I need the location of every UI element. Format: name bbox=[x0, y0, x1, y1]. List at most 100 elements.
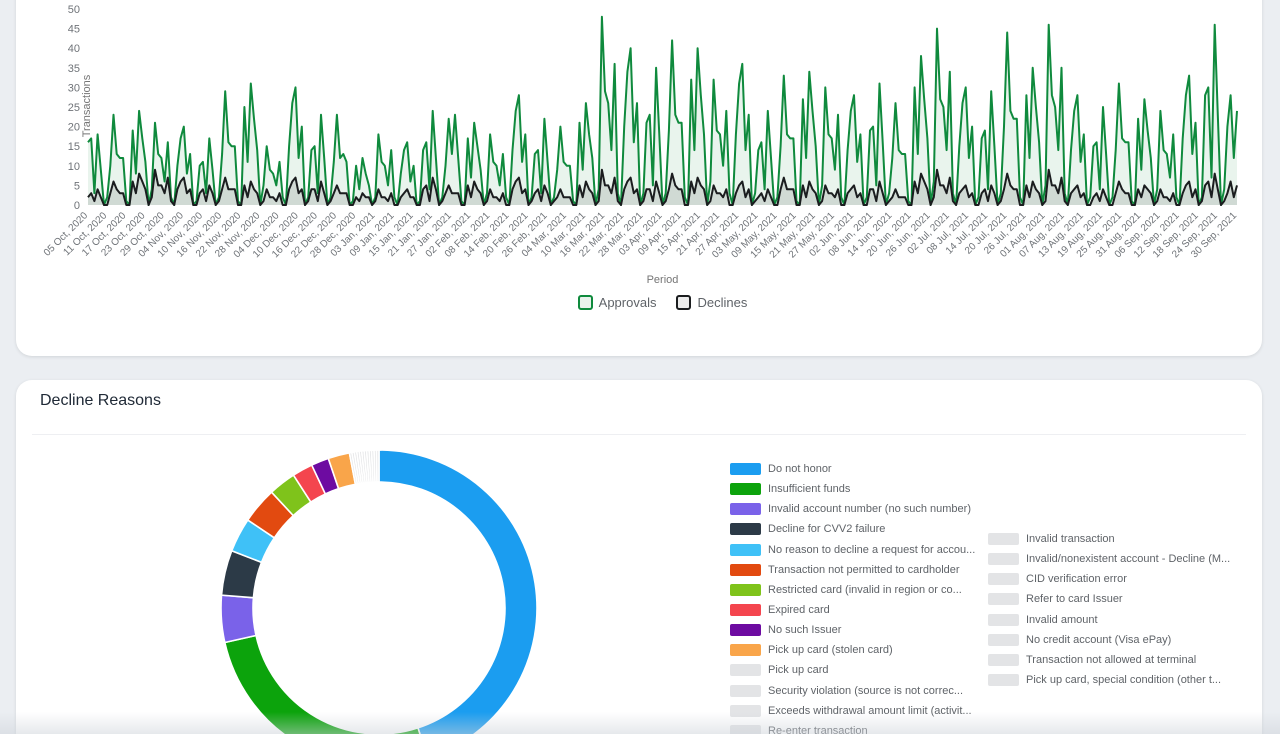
donut-slice[interactable] bbox=[378, 449, 538, 734]
legend-swatch bbox=[988, 553, 1019, 566]
legend-item: No credit account (Visa ePay) bbox=[988, 630, 1230, 650]
decline-reasons-card: Decline Reasons Do not honor Insufficient… bbox=[16, 380, 1262, 734]
legend-swatch bbox=[730, 483, 761, 496]
legend-swatch bbox=[730, 543, 761, 556]
approvals-line[interactable] bbox=[87, 15, 1238, 206]
legend-item: Pick up card (stolen card) bbox=[730, 640, 975, 660]
donut-slice[interactable] bbox=[220, 594, 257, 644]
legend-label: Transaction not allowed at terminal bbox=[1026, 653, 1197, 666]
y-tick-label: 45 bbox=[68, 24, 80, 36]
legend-label: Invalid/nonexistent account - Decline (M… bbox=[1026, 553, 1231, 566]
legend-item: Do not honor bbox=[730, 459, 975, 479]
declines-label: Declines bbox=[697, 295, 748, 310]
legend-label: Pick up card bbox=[768, 664, 829, 677]
legend-item: CID verification error bbox=[988, 569, 1230, 589]
approvals-area[interactable] bbox=[88, 16, 1237, 205]
legend-item: Transaction not allowed at terminal bbox=[988, 650, 1230, 670]
card-title: Decline Reasons bbox=[40, 392, 161, 409]
donut-slice[interactable] bbox=[223, 634, 428, 734]
legend-label: Do not honor bbox=[768, 463, 832, 476]
legend-item: No reason to decline a request for accou… bbox=[730, 540, 975, 560]
legend-label: Security violation (source is not correc… bbox=[768, 684, 964, 697]
legend-item: No such Issuer bbox=[730, 620, 975, 640]
y-tick-label: 35 bbox=[68, 63, 80, 75]
declines-swatch bbox=[676, 295, 692, 310]
legend-swatch bbox=[988, 653, 1019, 666]
y-tick-label: 5 bbox=[74, 180, 80, 192]
legend-item: Restricted card (invalid in region or co… bbox=[730, 580, 975, 600]
y-axis-title: Transactions bbox=[81, 74, 93, 138]
legend-label: Invalid transaction bbox=[1026, 533, 1115, 546]
legend-label: Expired card bbox=[768, 604, 830, 617]
header-divider bbox=[32, 434, 1246, 435]
legend-swatch bbox=[730, 463, 761, 476]
legend-swatch bbox=[988, 674, 1019, 687]
legend-item: Insufficient funds bbox=[730, 479, 975, 499]
y-tick-label: 50 bbox=[68, 4, 80, 16]
legend-label: Insufficient funds bbox=[768, 483, 851, 496]
legend-item: Re-enter transaction bbox=[730, 721, 975, 734]
legend-label: Pick up card, special condition (other t… bbox=[1026, 674, 1222, 687]
decline-reasons-donut-chart[interactable] bbox=[207, 436, 551, 734]
legend-swatch bbox=[730, 664, 761, 677]
legend-label: Invalid amount bbox=[1026, 613, 1098, 626]
y-tick-label: 20 bbox=[68, 122, 80, 134]
legend-label: Restricted card (invalid in region or co… bbox=[768, 583, 962, 596]
approvals-label: Approvals bbox=[598, 295, 657, 310]
legend-label: Exceeds withdrawal amount limit (activit… bbox=[768, 704, 972, 717]
x-axis-title: Period bbox=[646, 274, 679, 286]
legend-item: Pick up card bbox=[730, 660, 975, 680]
legend-swatch bbox=[988, 573, 1019, 586]
legend-swatch bbox=[988, 593, 1019, 606]
legend-label: CID verification error bbox=[1026, 573, 1127, 586]
legend-label: Invalid account number (no such number) bbox=[768, 503, 971, 516]
chart-legend: Approvals Declines bbox=[88, 295, 1237, 310]
legend-label: Transaction not permitted to cardholder bbox=[768, 563, 960, 576]
legend-label: Decline for CVV2 failure bbox=[768, 523, 886, 536]
legend-item: Invalid amount bbox=[988, 610, 1230, 630]
y-tick-label: 25 bbox=[68, 102, 80, 114]
legend-item: Transaction not permitted to cardholder bbox=[730, 560, 975, 580]
legend-label: Refer to card Issuer bbox=[1026, 593, 1123, 606]
legend-swatch bbox=[730, 563, 761, 576]
donut-legend-column-2: Invalid transaction Invalid/nonexistent a… bbox=[988, 529, 1230, 690]
legend-swatch bbox=[730, 644, 761, 657]
legend-item-approvals: Approvals bbox=[577, 295, 657, 310]
legend-label: Pick up card (stolen card) bbox=[768, 644, 893, 657]
legend-item: Pick up card, special condition (other t… bbox=[988, 670, 1230, 690]
legend-swatch bbox=[730, 583, 761, 596]
legend-swatch bbox=[988, 613, 1019, 626]
y-tick-label: 40 bbox=[68, 43, 80, 55]
legend-swatch bbox=[988, 533, 1019, 546]
legend-swatch bbox=[730, 624, 761, 637]
legend-item: Expired card bbox=[730, 600, 975, 620]
legend-label: No such Issuer bbox=[768, 624, 842, 637]
legend-item: Invalid account number (no such number) bbox=[730, 499, 975, 519]
legend-swatch bbox=[988, 633, 1019, 646]
y-tick-label: 30 bbox=[68, 82, 80, 94]
declines-line[interactable] bbox=[87, 168, 1238, 206]
legend-swatch bbox=[730, 684, 761, 697]
transactions-chart-card: 0 5 10 15 20 25 30 35 40 45 50 05 Oct, 2020 11 Oct, … bbox=[16, 0, 1262, 356]
legend-item-declines: Declines bbox=[676, 295, 747, 310]
legend-swatch bbox=[730, 523, 761, 536]
legend-label: Re-enter transaction bbox=[768, 724, 868, 734]
legend-label: No credit account (Visa ePay) bbox=[1026, 633, 1172, 646]
y-tick-label: 0 bbox=[74, 200, 80, 212]
donut-legend-column-1: Do not honor Insufficient funds Invalid ac… bbox=[730, 459, 975, 734]
legend-swatch bbox=[730, 724, 761, 734]
y-tick-label: 15 bbox=[68, 141, 80, 153]
legend-swatch bbox=[730, 503, 761, 516]
legend-swatch bbox=[730, 704, 761, 717]
legend-label: No reason to decline a request for accou… bbox=[768, 543, 976, 556]
legend-item: Security violation (source is not correc… bbox=[730, 681, 975, 701]
legend-item: Refer to card Issuer bbox=[988, 589, 1230, 609]
legend-item: Decline for CVV2 failure bbox=[730, 519, 975, 539]
donut-slice[interactable] bbox=[375, 449, 380, 483]
legend-item: Invalid transaction bbox=[988, 529, 1230, 549]
y-tick-label: 10 bbox=[68, 161, 80, 173]
legend-swatch bbox=[730, 604, 761, 617]
legend-item: Invalid/nonexistent account - Decline (M… bbox=[988, 549, 1230, 569]
